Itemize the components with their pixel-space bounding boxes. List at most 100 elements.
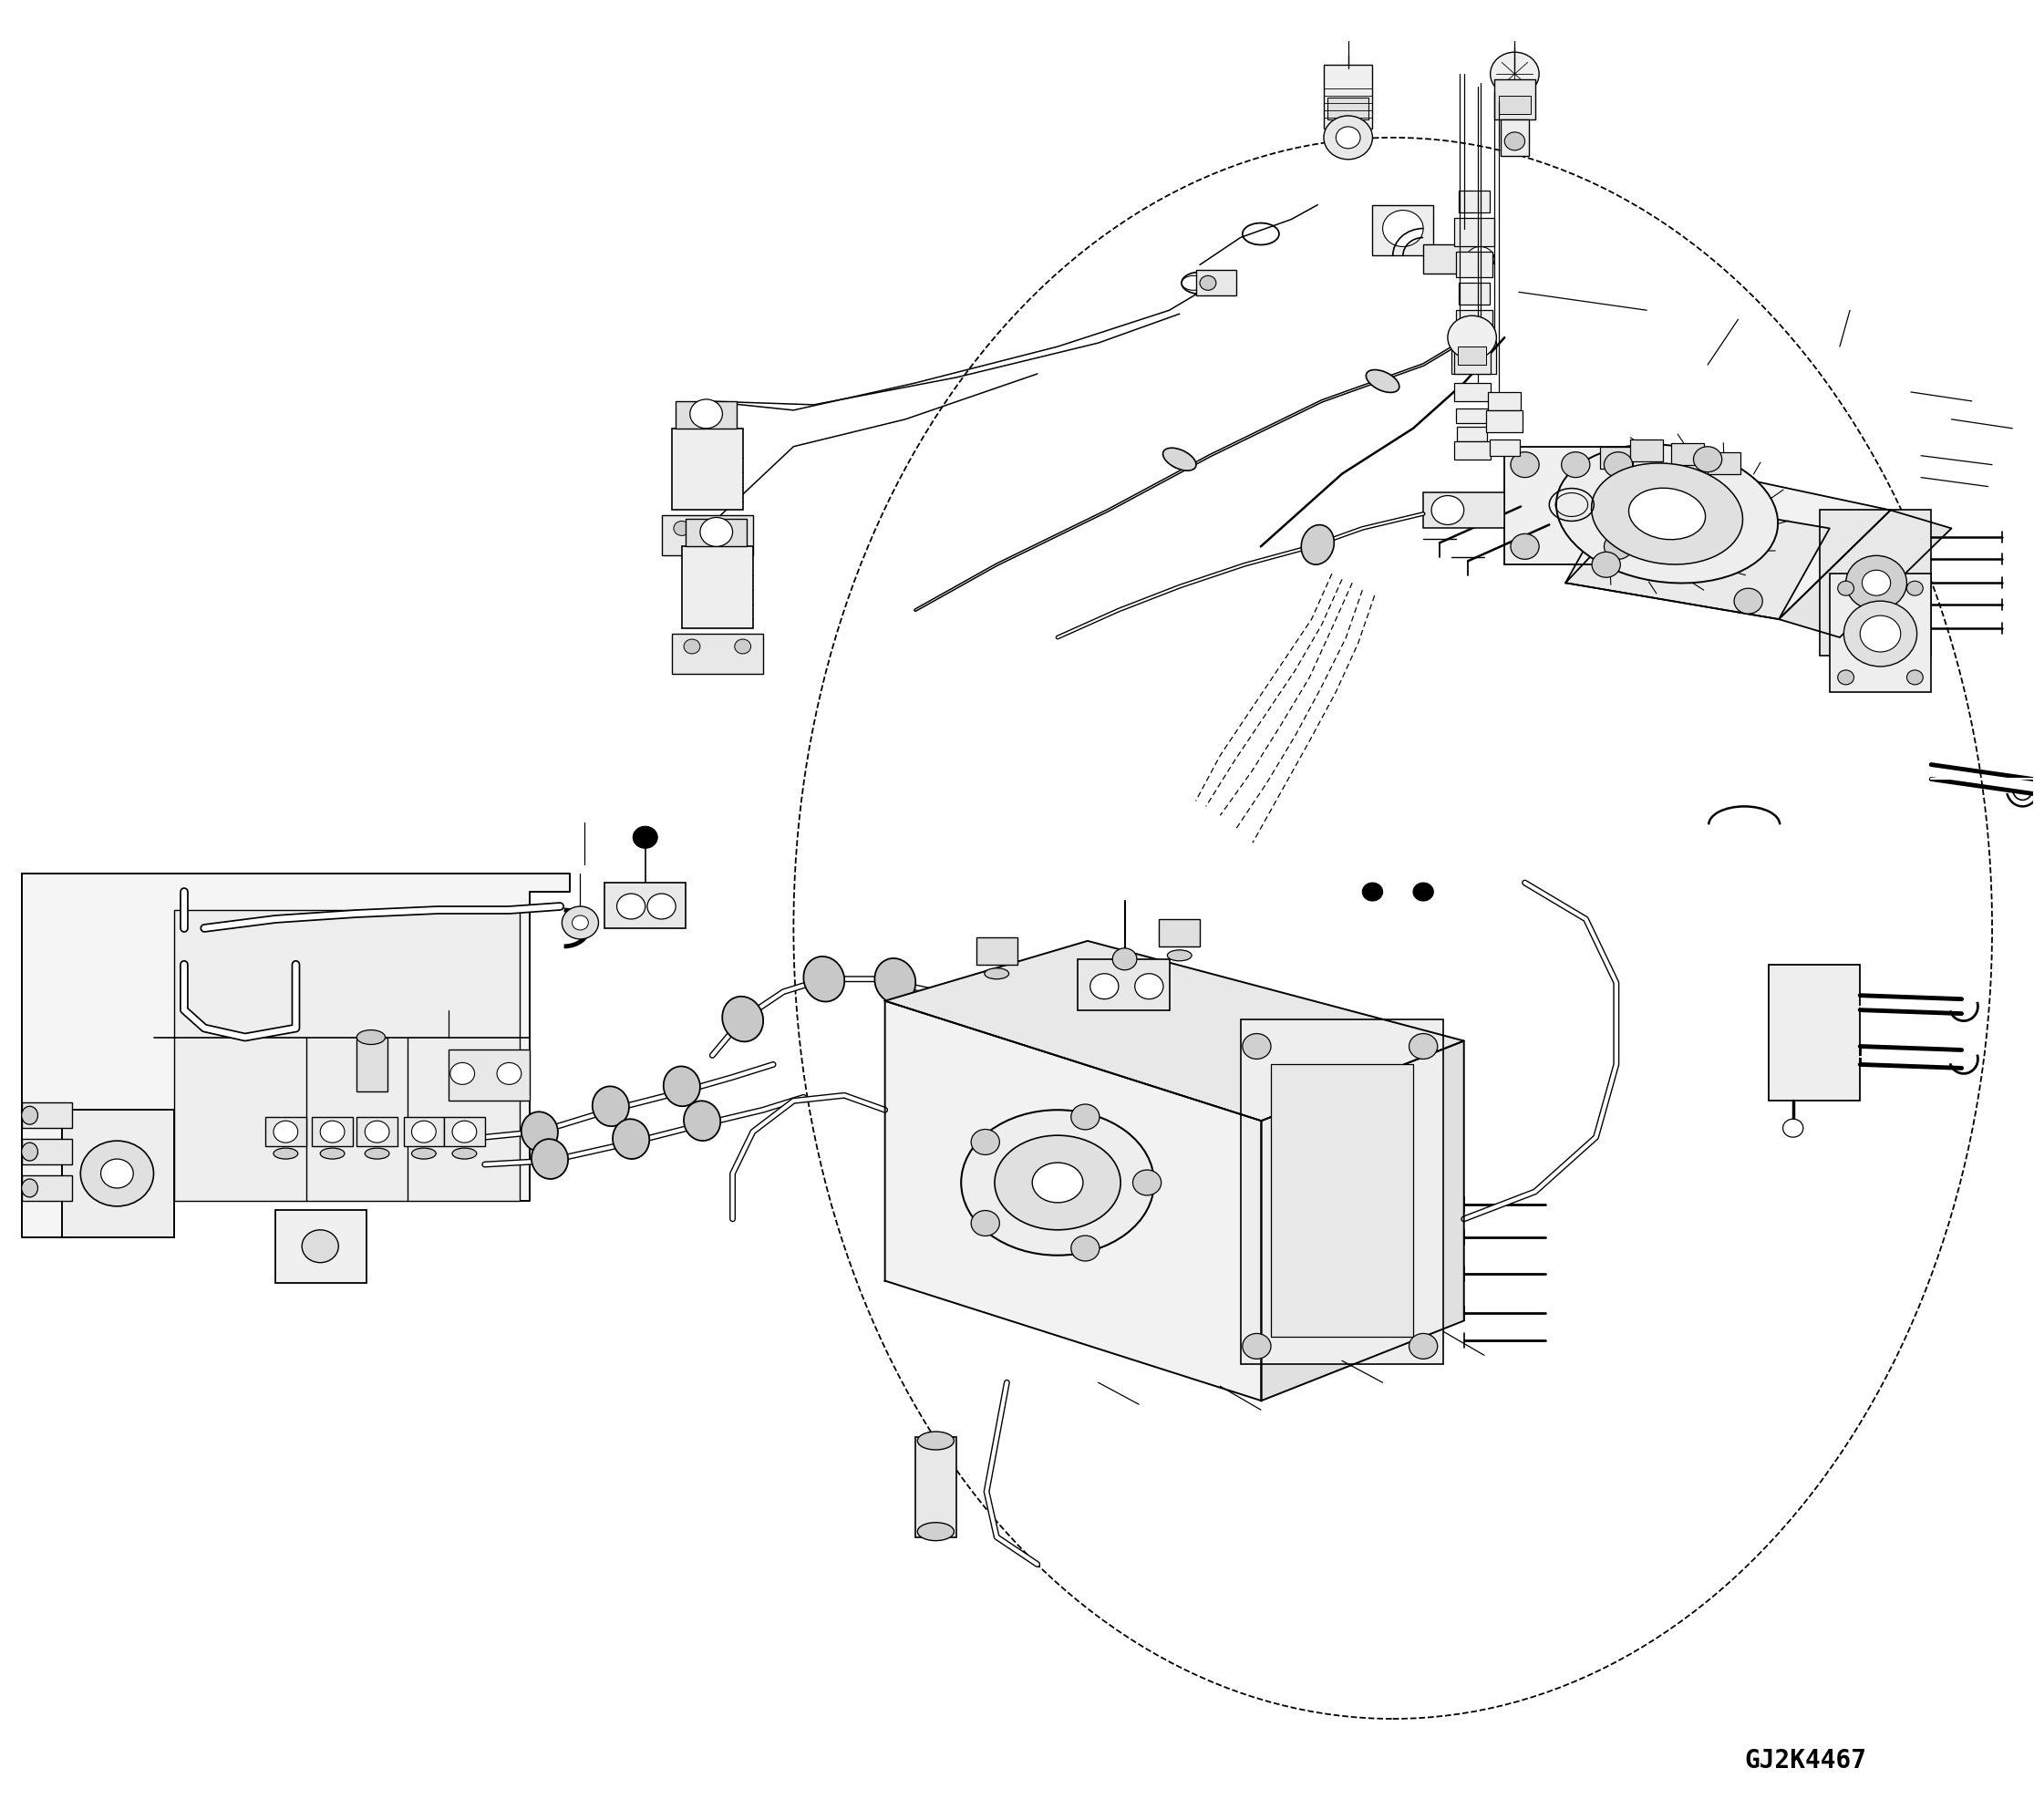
Bar [1672, 442, 1704, 464]
Bar [915, 1438, 956, 1538]
Circle shape [700, 517, 732, 546]
Circle shape [81, 1141, 155, 1207]
Ellipse shape [1168, 950, 1192, 961]
Bar [604, 883, 685, 928]
Circle shape [1861, 570, 1890, 595]
Polygon shape [1780, 510, 1951, 637]
Circle shape [1200, 275, 1216, 289]
Circle shape [1416, 885, 1432, 899]
Polygon shape [885, 1001, 1261, 1401]
Bar [1196, 269, 1237, 295]
Bar [1078, 959, 1170, 1010]
Circle shape [1365, 885, 1381, 899]
Ellipse shape [521, 1112, 557, 1152]
Ellipse shape [1556, 444, 1778, 582]
Bar [63, 1110, 175, 1238]
Ellipse shape [875, 959, 915, 1003]
Ellipse shape [917, 1432, 954, 1451]
Bar [976, 937, 1017, 965]
Bar [311, 1117, 352, 1147]
Bar [1820, 510, 1930, 655]
Bar [1501, 120, 1530, 157]
Ellipse shape [612, 1119, 649, 1159]
Circle shape [1336, 127, 1361, 149]
Bar [1454, 218, 1495, 248]
Circle shape [1414, 883, 1434, 901]
Circle shape [1363, 883, 1383, 901]
Bar [1373, 206, 1434, 257]
Ellipse shape [411, 1148, 435, 1159]
Circle shape [1906, 670, 1922, 684]
Circle shape [1735, 588, 1763, 613]
Ellipse shape [531, 1139, 567, 1179]
Bar [22, 1176, 73, 1201]
Bar [1271, 1065, 1414, 1338]
Polygon shape [1261, 1041, 1464, 1401]
Bar [685, 519, 746, 546]
Ellipse shape [1367, 369, 1399, 393]
Circle shape [102, 1159, 134, 1188]
Circle shape [1605, 451, 1633, 477]
Circle shape [1843, 601, 1916, 666]
Bar [1456, 253, 1493, 277]
Bar [175, 910, 519, 1201]
Circle shape [301, 1230, 338, 1263]
Circle shape [561, 906, 598, 939]
Circle shape [1837, 581, 1853, 595]
Circle shape [273, 1121, 297, 1143]
Circle shape [690, 399, 722, 428]
Polygon shape [885, 941, 1464, 1121]
Circle shape [734, 639, 751, 653]
Circle shape [1511, 451, 1540, 477]
Bar [1495, 80, 1536, 120]
Bar [1709, 451, 1741, 473]
Ellipse shape [22, 1107, 39, 1125]
Bar [1505, 446, 1637, 564]
Polygon shape [1566, 464, 1890, 619]
Ellipse shape [592, 1087, 629, 1127]
Ellipse shape [917, 1523, 954, 1542]
Ellipse shape [663, 1067, 700, 1107]
Ellipse shape [452, 1148, 476, 1159]
Circle shape [1505, 133, 1526, 151]
Circle shape [1694, 446, 1723, 471]
Ellipse shape [1629, 488, 1704, 539]
Circle shape [673, 521, 690, 535]
Ellipse shape [22, 1143, 39, 1161]
Circle shape [1448, 315, 1497, 359]
Text: GJ2K4467: GJ2K4467 [1743, 1747, 1865, 1773]
Bar [1454, 337, 1491, 373]
Bar [1499, 96, 1532, 115]
Circle shape [1072, 1236, 1100, 1261]
Circle shape [1859, 615, 1900, 652]
Ellipse shape [1302, 524, 1334, 564]
Bar [1458, 346, 1487, 364]
Bar [1456, 309, 1493, 335]
Ellipse shape [22, 1179, 39, 1198]
Polygon shape [22, 874, 570, 1238]
Circle shape [724, 521, 740, 535]
Circle shape [1324, 116, 1373, 160]
Ellipse shape [273, 1148, 297, 1159]
Ellipse shape [962, 1110, 1153, 1256]
Bar [275, 1210, 366, 1283]
Bar [1458, 191, 1489, 213]
Circle shape [1243, 1034, 1271, 1059]
Bar [1324, 66, 1373, 129]
Bar [443, 1117, 484, 1147]
Circle shape [1113, 948, 1137, 970]
Bar [22, 1103, 73, 1128]
Ellipse shape [683, 1101, 720, 1141]
Ellipse shape [803, 957, 844, 1001]
Circle shape [572, 915, 588, 930]
Circle shape [1491, 53, 1540, 96]
Circle shape [364, 1121, 388, 1143]
Circle shape [1243, 1334, 1271, 1360]
Circle shape [1837, 670, 1853, 684]
Ellipse shape [356, 1030, 384, 1045]
Circle shape [1090, 974, 1119, 999]
Circle shape [1410, 1334, 1438, 1360]
Ellipse shape [1031, 1163, 1082, 1203]
Bar [1241, 1019, 1444, 1365]
Circle shape [319, 1121, 344, 1143]
